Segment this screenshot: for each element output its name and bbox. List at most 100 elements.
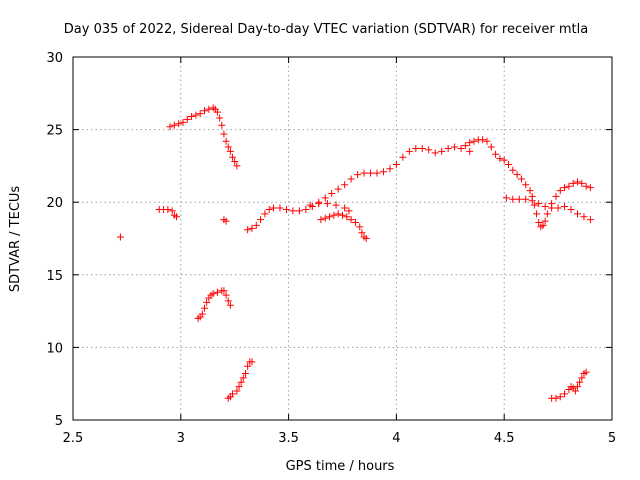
data-point-plus: [556, 187, 564, 195]
data-point-plus: [565, 182, 573, 190]
data-point-plus: [222, 137, 230, 145]
data-point-plus: [334, 210, 342, 218]
data-point-plus: [451, 143, 459, 151]
y-axis-label: SDTVAR / TECUs: [8, 186, 23, 293]
data-point-plus: [323, 200, 331, 208]
data-point-plus: [552, 394, 560, 402]
data-point-plus: [431, 149, 439, 157]
data-point-plus: [522, 181, 530, 189]
data-point-plus: [233, 387, 241, 395]
data-point-plus: [343, 213, 351, 221]
data-point-plus: [244, 226, 252, 234]
data-point-plus: [405, 147, 413, 155]
data-point-plus: [216, 114, 224, 122]
data-point-plus: [201, 304, 209, 312]
data-point-plus: [345, 207, 353, 215]
data-point-plus: [496, 155, 504, 163]
data-point-plus: [479, 136, 487, 144]
data-point-plus: [201, 107, 209, 115]
chart-title: Day 035 of 2022, Sidereal Day-to-day VTE…: [64, 22, 588, 37]
data-point-plus: [576, 378, 584, 386]
data-point-plus: [205, 105, 213, 113]
data-point-plus: [213, 108, 221, 116]
data-point-plus: [526, 187, 534, 195]
x-tick-label: 5: [608, 431, 616, 446]
data-point-plus: [302, 205, 310, 213]
data-point-plus: [457, 144, 465, 152]
y-tick-label: 30: [46, 51, 63, 66]
data-point-plus: [528, 197, 536, 205]
data-point-plus: [502, 194, 510, 202]
data-point-plus: [569, 179, 577, 187]
data-point-plus: [582, 182, 590, 190]
data-point-plus: [586, 184, 594, 192]
data-point-plus: [321, 214, 329, 222]
data-point-plus: [252, 221, 260, 229]
data-point-plus: [317, 216, 325, 224]
data-point-plus: [571, 387, 579, 395]
data-point-plus: [244, 362, 252, 370]
data-point-plus: [170, 121, 178, 129]
data-point-plus: [220, 130, 228, 138]
data-point-plus: [425, 146, 433, 154]
y-tick-label: 5: [55, 414, 63, 429]
data-point-plus: [295, 207, 303, 215]
data-point-plus: [522, 195, 530, 203]
data-point-plus: [226, 301, 234, 309]
grid-lines: [73, 57, 612, 420]
data-point-plus: [358, 229, 366, 237]
data-point-plus: [539, 221, 547, 229]
data-point-plus: [261, 210, 269, 218]
data-point-plus: [513, 171, 521, 179]
plot-frame: [72, 56, 613, 421]
data-point-plus: [578, 179, 586, 187]
data-point-plus: [168, 207, 176, 215]
data-point-plus: [556, 393, 564, 401]
data-point-plus: [492, 150, 500, 158]
data-point-plus: [341, 181, 349, 189]
data-point-plus: [517, 175, 525, 183]
data-point-plus: [330, 211, 338, 219]
data-point-plus: [360, 169, 368, 177]
data-point-plus: [574, 178, 582, 186]
data-point-plus: [461, 142, 469, 150]
data-point-plus: [582, 368, 590, 376]
data-point-plus: [341, 204, 349, 212]
x-tick-label: 3: [177, 431, 185, 446]
data-point-plus: [541, 203, 549, 211]
data-point-plus: [561, 203, 569, 211]
data-point-plus: [321, 194, 329, 202]
data-point-plus: [339, 211, 346, 219]
data-point-plus: [326, 213, 334, 221]
data-point-plus: [198, 310, 206, 318]
data-point-plus: [578, 374, 586, 382]
data-point-plus: [373, 169, 381, 177]
data-point-plus: [574, 383, 582, 391]
data-point-plus: [166, 123, 174, 131]
data-point-plus: [552, 192, 560, 200]
data-point-plus: [175, 120, 183, 128]
data-point-plus: [229, 153, 237, 161]
data-point-plus: [500, 156, 508, 164]
data-point-plus: [276, 204, 284, 212]
data-point-plus: [306, 201, 314, 209]
data-points: [116, 104, 594, 402]
data-point-plus: [580, 213, 588, 221]
data-point-plus: [399, 153, 407, 161]
data-point-plus: [392, 160, 400, 168]
data-point-plus: [466, 147, 474, 155]
data-point-plus: [203, 298, 211, 306]
data-point-plus: [347, 175, 355, 183]
x-tick-label: 4.5: [494, 431, 515, 446]
data-point-plus: [164, 205, 172, 213]
data-point-plus: [213, 288, 221, 296]
data-point-plus: [265, 205, 273, 213]
data-point-plus: [192, 111, 200, 119]
data-point-plus: [239, 374, 247, 382]
data-point-plus: [229, 390, 237, 398]
data-point-plus: [282, 205, 290, 213]
axis-ticks: [72, 56, 613, 421]
data-point-plus: [412, 144, 420, 152]
data-point-plus: [561, 184, 569, 192]
